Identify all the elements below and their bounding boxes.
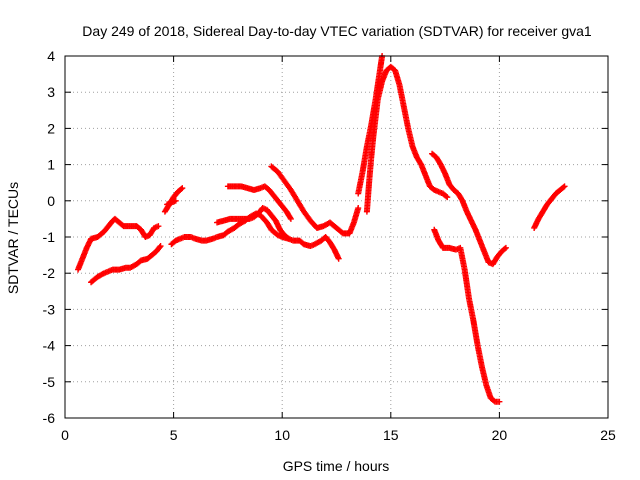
data-point <box>355 205 362 212</box>
data-point <box>444 194 451 201</box>
series-8 <box>268 163 362 237</box>
y-tick-label: -2 <box>43 265 56 281</box>
data-point <box>155 223 162 230</box>
y-tick-label: 2 <box>47 120 55 136</box>
series-3 <box>161 185 186 215</box>
data-point <box>178 186 185 193</box>
y-tick-label: -5 <box>43 374 56 390</box>
chart-title: Day 249 of 2018, Sidereal Day-to-day VTE… <box>82 23 592 39</box>
data-point <box>496 398 503 405</box>
series-11 <box>429 150 509 268</box>
series-10 <box>363 63 451 215</box>
data-point <box>285 235 292 242</box>
y-tick-label: -6 <box>43 410 56 426</box>
series-7 <box>224 183 294 222</box>
data-point <box>561 183 568 190</box>
y-tick-label: -1 <box>43 229 56 245</box>
data-point <box>502 244 509 251</box>
y-tick-label: 0 <box>47 193 55 209</box>
y-tick-label: 4 <box>47 48 55 64</box>
y-tick-label: 3 <box>47 84 55 100</box>
data-point <box>287 214 294 221</box>
x-tick-label: 25 <box>600 427 616 443</box>
data-point <box>156 244 163 251</box>
x-tick-label: 10 <box>274 427 290 443</box>
data-point <box>284 234 291 241</box>
series-1 <box>75 215 162 273</box>
data-points <box>75 53 568 405</box>
data-point <box>172 197 179 204</box>
data-point <box>501 245 508 252</box>
y-tick-label: -3 <box>43 301 56 317</box>
data-point <box>560 184 567 191</box>
y-tick-label: 1 <box>47 157 55 173</box>
x-tick-label: 15 <box>383 427 399 443</box>
data-point <box>157 243 164 250</box>
series-13 <box>531 183 568 231</box>
x-tick-label: 20 <box>492 427 508 443</box>
y-axis-label: SDTVAR / TECUs <box>5 182 21 294</box>
series-2 <box>88 243 164 286</box>
data-point <box>443 193 450 200</box>
data-point <box>287 215 294 222</box>
series-6 <box>214 205 292 242</box>
data-point <box>335 255 342 262</box>
series-12 <box>431 226 503 405</box>
x-axis-label: GPS time / hours <box>283 458 390 474</box>
x-tick-label: 5 <box>170 427 178 443</box>
data-point <box>179 185 186 192</box>
x-tick-label: 0 <box>61 427 69 443</box>
series-4 <box>164 197 179 208</box>
plot-frame <box>64 55 609 419</box>
y-tick-label: -4 <box>43 338 56 354</box>
